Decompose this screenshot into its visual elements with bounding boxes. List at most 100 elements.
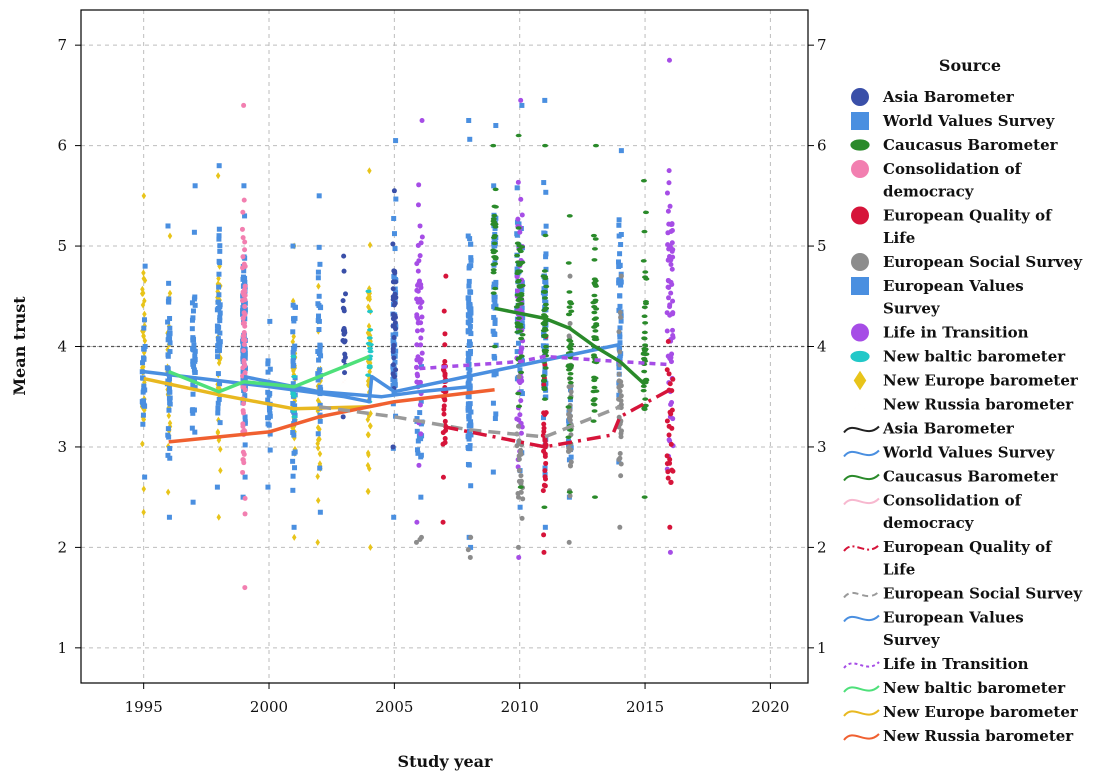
data-point <box>142 387 148 393</box>
data-point <box>514 288 520 294</box>
data-point <box>318 387 324 393</box>
data-point <box>669 266 675 272</box>
legend-line-sample <box>843 544 880 552</box>
data-point <box>668 359 674 365</box>
data-point <box>141 485 147 493</box>
data-point <box>541 532 547 538</box>
data-point <box>467 554 473 560</box>
trend-line-european-quality-of-life <box>444 388 671 449</box>
data-point <box>192 302 198 308</box>
data-point <box>418 436 424 442</box>
data-point <box>617 310 623 316</box>
data-point <box>518 301 525 306</box>
data-point <box>340 379 347 385</box>
data-point <box>418 398 424 404</box>
data-point <box>265 363 272 369</box>
data-point <box>341 308 347 314</box>
data-point <box>468 483 474 489</box>
trend-line-new-baltic-barometer <box>168 354 370 394</box>
data-point <box>591 335 598 339</box>
data-point <box>616 392 622 398</box>
data-point <box>217 243 223 249</box>
data-point <box>618 273 624 279</box>
legend-point-label: democracy <box>883 183 975 201</box>
data-point <box>468 423 474 429</box>
data-point <box>392 374 398 380</box>
data-point <box>667 304 673 310</box>
data-point <box>617 455 623 461</box>
data-point <box>390 286 396 292</box>
data-point <box>291 432 297 438</box>
data-point <box>592 237 599 241</box>
data-point <box>518 336 525 341</box>
data-point <box>591 495 598 499</box>
data-point <box>616 371 622 377</box>
legend-point-label: Life <box>883 229 915 247</box>
data-point <box>519 515 525 521</box>
data-point <box>617 349 623 355</box>
data-point <box>391 355 397 361</box>
data-point <box>242 511 248 517</box>
legend-line-sample <box>843 497 880 506</box>
data-point <box>515 356 522 360</box>
data-point <box>241 451 247 457</box>
x-tick-label: 2005 <box>375 698 413 716</box>
data-point <box>167 455 173 461</box>
data-point <box>541 448 547 454</box>
data-point <box>418 285 424 291</box>
data-point <box>518 478 524 484</box>
y-tick-label: 3 <box>57 438 67 456</box>
data-point <box>664 328 670 334</box>
data-point <box>242 303 248 309</box>
data-point <box>492 355 498 361</box>
data-point <box>392 359 398 365</box>
data-point <box>214 454 221 460</box>
data-point <box>265 328 272 334</box>
data-point <box>240 423 246 429</box>
data-point <box>189 326 195 332</box>
data-point <box>490 469 496 475</box>
data-point <box>242 585 248 591</box>
series-new-europe-barometer <box>139 167 373 551</box>
data-point <box>618 393 624 399</box>
series-consolidation-of-democracy <box>239 102 248 591</box>
series-asia-barometer <box>340 188 399 450</box>
data-point <box>514 349 520 355</box>
data-point <box>290 243 296 249</box>
data-point <box>541 180 547 186</box>
data-point <box>216 163 222 169</box>
data-point <box>519 345 525 351</box>
data-point <box>566 411 572 417</box>
data-point <box>242 337 248 343</box>
data-point <box>565 405 572 409</box>
data-point <box>391 294 397 300</box>
data-point <box>493 411 499 417</box>
data-point <box>668 401 674 407</box>
data-point <box>640 259 647 263</box>
data-point <box>541 379 548 383</box>
data-point <box>517 229 523 235</box>
legend-line-label: Life <box>883 561 915 579</box>
data-point <box>266 407 272 413</box>
data-point <box>366 451 371 459</box>
data-point <box>265 349 272 355</box>
data-point <box>166 299 172 305</box>
data-point <box>668 221 674 227</box>
data-point <box>216 491 223 497</box>
data-point <box>542 453 548 459</box>
data-point <box>591 375 598 380</box>
data-point <box>240 315 246 321</box>
data-point <box>315 275 321 281</box>
data-point <box>393 331 399 337</box>
data-point <box>190 361 196 367</box>
data-point <box>492 416 498 422</box>
data-point <box>642 270 649 274</box>
data-point <box>242 442 248 448</box>
data-point <box>540 274 547 278</box>
data-point <box>317 342 323 348</box>
data-point <box>292 304 298 310</box>
data-point <box>618 398 624 404</box>
data-point <box>316 244 322 250</box>
legend-point-label: Life in Transition <box>883 324 1029 342</box>
data-point <box>167 389 173 395</box>
